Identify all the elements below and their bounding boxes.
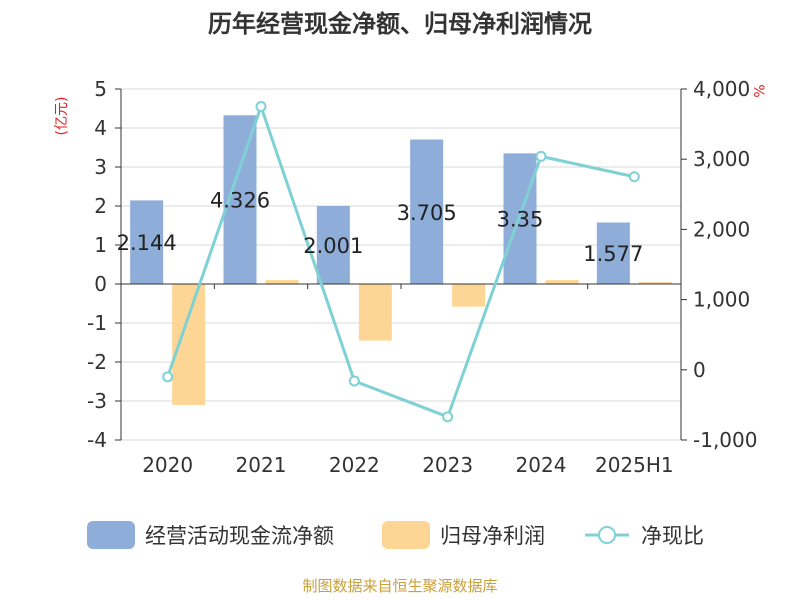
ratio-line <box>162 101 640 423</box>
ratio-line-point <box>442 411 454 423</box>
left-tick-label: 2 <box>94 194 107 218</box>
left-tick-label: 4 <box>94 116 107 140</box>
ratio-line-point <box>162 371 174 383</box>
legend-label: 归母净利润 <box>440 524 545 548</box>
net-profit-bar <box>452 284 486 307</box>
net-profit-bar <box>638 282 672 284</box>
legend-swatch-marker <box>598 526 616 544</box>
category-label: 2024 <box>516 453 567 477</box>
category-label: 2020 <box>142 453 193 477</box>
net-profit-bar <box>545 280 579 284</box>
cash-flow-bar <box>130 200 164 284</box>
legend: 经营活动现金流净额 归母净利润 净现比 <box>87 521 704 549</box>
category-label: 2023 <box>422 453 473 477</box>
right-tick-label: 1,000 <box>693 288 750 312</box>
cash-flow-data-label: 1.577 <box>583 242 643 266</box>
cash-flow-data-label: 3.705 <box>397 201 457 225</box>
left-tick-label: 3 <box>94 155 107 179</box>
cash-flow-data-label: 4.326 <box>210 189 270 213</box>
ratio-line-point <box>535 150 547 162</box>
data-labels: 2.144 4.326 2.001 3.705 3.35 1.577 <box>117 189 644 267</box>
left-tick-label: -2 <box>87 350 107 374</box>
right-tick-label: 2,000 <box>693 217 750 241</box>
ratio-line-point <box>255 101 267 113</box>
right-tick-label: 3,000 <box>693 147 750 171</box>
category-label: 2021 <box>236 453 287 477</box>
legend-swatch <box>87 521 135 549</box>
chart-title: 历年经营现金净额、归母净利润情况 <box>208 10 592 38</box>
ratio-line-point <box>628 171 640 183</box>
legend-swatch <box>382 521 430 549</box>
right-tick-label: 0 <box>693 358 706 382</box>
ratio-line-path <box>166 105 635 419</box>
cash-flow-data-label: 2.001 <box>303 234 363 258</box>
cash-flow-bar <box>410 139 444 284</box>
left-tick-label: -4 <box>87 428 107 452</box>
cash-flow-bar <box>596 222 630 284</box>
legend-label: 经营活动现金流净额 <box>145 524 334 548</box>
category-label: 2022 <box>329 453 380 477</box>
net-profit-bar <box>265 280 299 284</box>
right-axis-unit: % <box>750 84 766 97</box>
cash-flow-bar <box>316 205 350 284</box>
right-tick-label: -1,000 <box>693 428 757 452</box>
data-source: 制图数据来自恒生聚源数据库 <box>302 577 497 595</box>
net-profit-bar <box>358 284 392 341</box>
cash-flow-data-label: 3.35 <box>497 208 544 232</box>
axes: 5 4 3 2 1 0 -1 -2 -3 -4 4,000 3,000 2,000 1,000 0 -1,00… <box>87 77 757 477</box>
net-profit-bar <box>172 284 206 405</box>
left-tick-label: 1 <box>94 233 107 257</box>
left-tick-label: 0 <box>94 272 107 296</box>
left-tick-label: -3 <box>87 389 107 413</box>
left-axis-unit: (亿元) <box>54 97 70 136</box>
left-tick-label: 5 <box>94 77 107 101</box>
ratio-line-point <box>348 375 360 387</box>
cash-flow-data-label: 2.144 <box>117 231 177 255</box>
legend-label: 净现比 <box>641 524 704 548</box>
right-tick-label: 4,000 <box>693 77 750 101</box>
left-tick-label: -1 <box>87 311 107 335</box>
category-label: 2025H1 <box>595 453 674 477</box>
